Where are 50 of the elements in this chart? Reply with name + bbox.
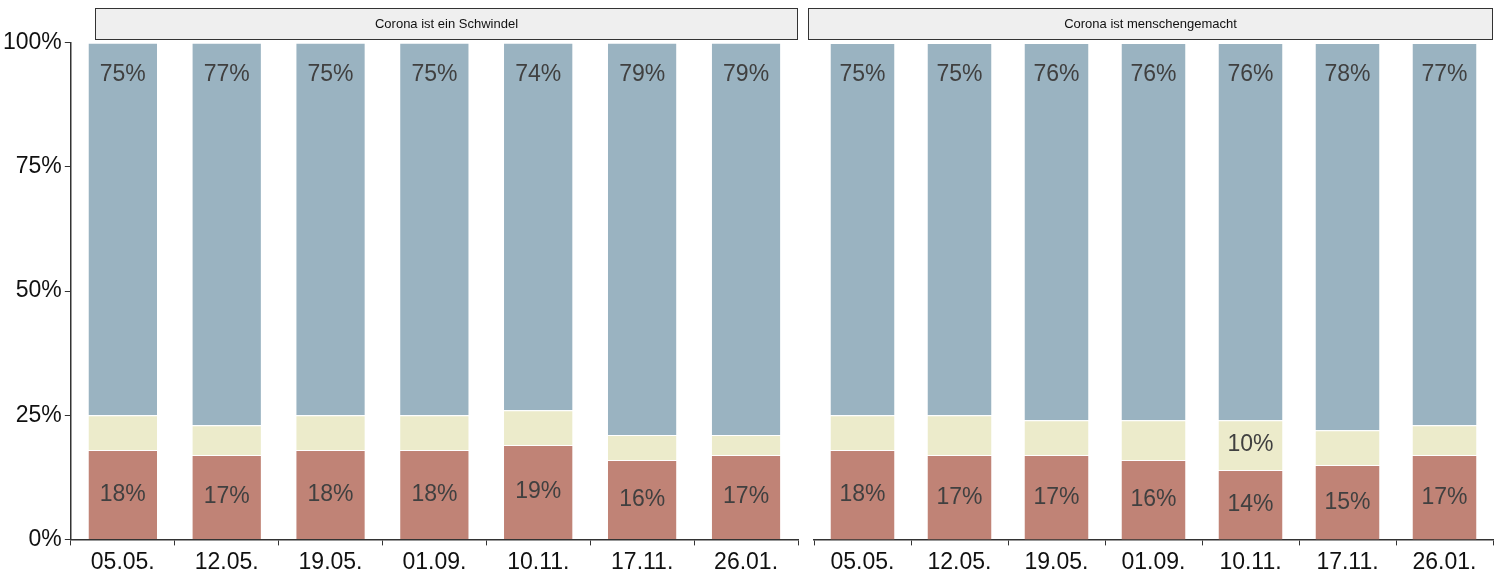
- data-label: 77%: [203, 60, 250, 87]
- data-label: 17%: [1033, 482, 1080, 509]
- data-label: 78%: [1324, 60, 1371, 87]
- data-label: 19%: [515, 477, 562, 504]
- data-label: 75%: [411, 60, 458, 87]
- x-tick-label: 19.05.: [1024, 547, 1089, 574]
- data-label: 74%: [515, 60, 562, 87]
- data-label: 18%: [411, 479, 458, 506]
- x-tick-label: 01.09.: [402, 547, 467, 574]
- x-tick-label: 05.05.: [90, 547, 155, 574]
- x-tick-label: 10.11.: [507, 547, 570, 574]
- data-label: 16%: [619, 484, 666, 511]
- data-label: 75%: [99, 60, 146, 87]
- data-label: 18%: [307, 479, 354, 506]
- data-label: 75%: [936, 60, 983, 87]
- data-label: 79%: [619, 60, 666, 87]
- x-tick-label: 05.05.: [830, 547, 895, 574]
- x-tick-label: 26.01.: [714, 547, 779, 574]
- chart-title: Corona ist ein Schwindel: [95, 8, 798, 40]
- x-tick-label: 19.05.: [298, 547, 363, 574]
- data-label: 76%: [1227, 60, 1274, 87]
- x-tick-label: 12.05.: [194, 547, 259, 574]
- y-tick-label: 50%: [15, 276, 62, 303]
- x-tick-label: 10.11.: [1219, 547, 1282, 574]
- data-label: 17%: [1421, 482, 1468, 509]
- x-tick-label: 26.01.: [1412, 547, 1477, 574]
- data-label: 18%: [99, 479, 146, 506]
- data-label: 18%: [839, 480, 886, 507]
- x-tick-label: 17.11.: [1316, 547, 1379, 574]
- data-label: 17%: [936, 482, 983, 509]
- data-label: 75%: [307, 60, 354, 87]
- data-label: 79%: [723, 60, 770, 87]
- y-tick-label: 100%: [3, 28, 62, 55]
- data-label: 10%: [1227, 430, 1274, 457]
- data-label: 75%: [839, 60, 886, 87]
- y-tick-label: 25%: [15, 400, 62, 427]
- x-tick-label: 17.11.: [611, 547, 674, 574]
- data-label: 16%: [1130, 485, 1177, 512]
- data-label: 17%: [723, 482, 770, 509]
- y-tick-label: 75%: [15, 152, 62, 179]
- data-label: 17%: [203, 482, 250, 509]
- data-label: 14%: [1227, 490, 1274, 516]
- y-tick-label: 0%: [28, 524, 62, 551]
- chart-title: Corona ist menschengemacht: [808, 8, 1493, 40]
- data-label: 76%: [1130, 60, 1177, 87]
- data-label: 15%: [1324, 487, 1371, 514]
- x-tick-label: 01.09.: [1121, 547, 1186, 574]
- x-tick-label: 12.05.: [927, 547, 992, 574]
- data-label: 76%: [1033, 60, 1080, 87]
- data-label: 77%: [1421, 60, 1468, 87]
